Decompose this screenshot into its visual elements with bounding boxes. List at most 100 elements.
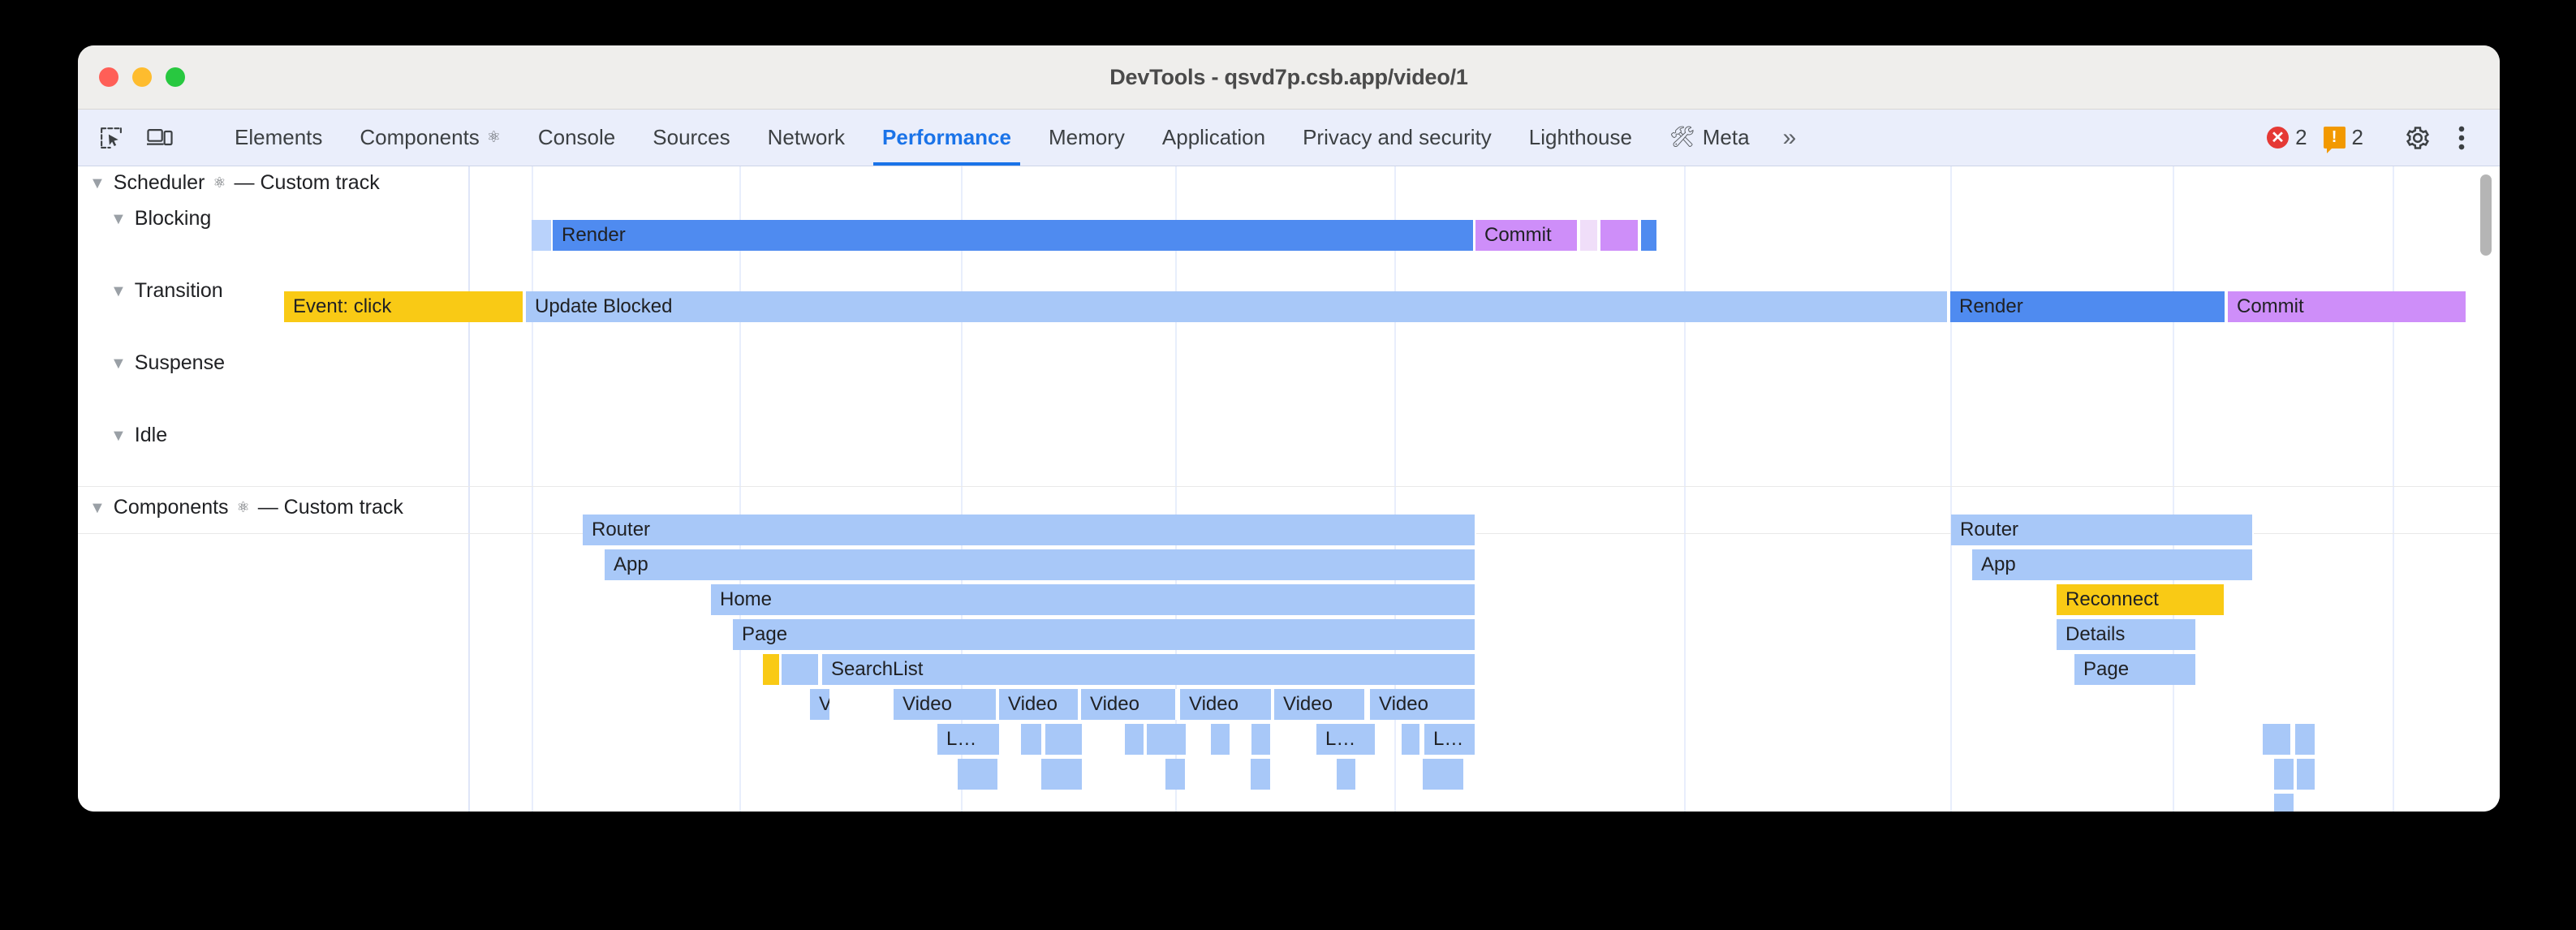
tab-memory[interactable]: Memory bbox=[1030, 110, 1144, 166]
flame-bar-searchlist[interactable]: SearchList bbox=[822, 654, 1476, 685]
chevron-down-icon: ▼ bbox=[110, 282, 127, 300]
flame-bar-commit[interactable]: Commit bbox=[2228, 291, 2467, 322]
flame-bar-update-blocked[interactable]: Update Blocked bbox=[526, 291, 1949, 322]
gear-icon[interactable] bbox=[2399, 119, 2436, 157]
flame-bar-router[interactable]: Router bbox=[1951, 515, 2254, 545]
track-header-idle[interactable]: ▼ Idle bbox=[110, 424, 167, 447]
track-name: Blocking bbox=[134, 207, 212, 230]
react-atom-icon: ⚛ bbox=[213, 174, 226, 191]
track-name: Components bbox=[113, 496, 229, 519]
tab-application[interactable]: Application bbox=[1144, 110, 1284, 166]
flame-bar[interactable] bbox=[1251, 724, 1272, 755]
flame-bar-video[interactable]: Video bbox=[1081, 689, 1177, 720]
error-badge[interactable]: ✕ 2 bbox=[2262, 125, 2311, 150]
flame-bar[interactable] bbox=[958, 759, 999, 790]
vertical-scrollbar[interactable] bbox=[2480, 174, 2492, 256]
flame-bar[interactable] bbox=[763, 654, 781, 685]
chevron-down-icon: ▼ bbox=[110, 209, 127, 228]
gridline bbox=[2173, 166, 2174, 812]
flame-bar-video[interactable]: Video bbox=[999, 689, 1079, 720]
flame-bar-video[interactable]: Video bbox=[1370, 689, 1476, 720]
warning-badge[interactable]: ! 2 bbox=[2319, 125, 2368, 153]
kebab-menu-icon[interactable] bbox=[2443, 119, 2480, 157]
track-header-transition[interactable]: ▼ Transition bbox=[110, 279, 223, 303]
flame-bar[interactable] bbox=[1041, 759, 1083, 790]
gridline bbox=[468, 166, 470, 812]
device-toolbar-icon[interactable] bbox=[141, 119, 179, 157]
flame-bar-page[interactable]: Page bbox=[2074, 654, 2197, 685]
gridline bbox=[1175, 166, 1177, 812]
window-titlebar: DevTools - qsvd7p.csb.app/video/1 bbox=[78, 45, 2500, 110]
gridline bbox=[532, 166, 533, 812]
flame-bar-l[interactable]: L… bbox=[1424, 724, 1476, 755]
flame-bar-video[interactable]: Video bbox=[1274, 689, 1366, 720]
tab-privacy-and-security[interactable]: Privacy and security bbox=[1284, 110, 1510, 166]
flame-bar-render[interactable]: Render bbox=[1950, 291, 2226, 322]
tab-label: Application bbox=[1161, 125, 1266, 149]
flame-bar[interactable] bbox=[1423, 759, 1465, 790]
tab-meta[interactable]: 🛠 Meta bbox=[1651, 110, 1768, 166]
flame-bar[interactable] bbox=[1125, 724, 1145, 755]
flame-bar[interactable] bbox=[1337, 759, 1357, 790]
chevron-down-icon: ▼ bbox=[89, 498, 106, 517]
flame-bar[interactable] bbox=[1165, 759, 1187, 790]
flame-bar-render[interactable]: Render bbox=[553, 220, 1475, 251]
flame-bar[interactable] bbox=[1211, 724, 1231, 755]
flame-bar[interactable] bbox=[782, 654, 820, 685]
flame-bar[interactable] bbox=[532, 220, 553, 251]
chevron-down-icon: ▼ bbox=[89, 174, 106, 192]
flame-bar[interactable] bbox=[1021, 724, 1043, 755]
flame-bar-video[interactable]: Video bbox=[894, 689, 997, 720]
maximize-button[interactable] bbox=[166, 67, 185, 87]
tab-lighthouse[interactable]: Lighthouse bbox=[1510, 110, 1651, 166]
flame-bar-app[interactable]: App bbox=[1972, 549, 2254, 580]
flame-bar[interactable] bbox=[1641, 220, 1658, 251]
tab-elements[interactable]: Elements bbox=[216, 110, 341, 166]
tab-label: Sources bbox=[653, 125, 730, 149]
flame-bar[interactable] bbox=[1251, 759, 1272, 790]
flame-bar[interactable] bbox=[2297, 759, 2316, 790]
flame-bar-commit[interactable]: Commit bbox=[1475, 220, 1579, 251]
flame-bar[interactable] bbox=[2295, 724, 2316, 755]
chevron-down-icon: ▼ bbox=[110, 426, 127, 445]
tab-components[interactable]: Components ⚛ bbox=[341, 110, 519, 166]
flame-bar-details[interactable]: Details bbox=[2057, 619, 2197, 650]
flame-bar-router[interactable]: Router bbox=[583, 515, 1476, 545]
flame-bar-app[interactable]: App bbox=[605, 549, 1476, 580]
flame-bar-video[interactable]: Video bbox=[810, 689, 831, 720]
tab-performance[interactable]: Performance bbox=[864, 110, 1030, 166]
close-button[interactable] bbox=[99, 67, 118, 87]
inspect-element-icon[interactable] bbox=[93, 119, 130, 157]
more-tabs-chevron-icon[interactable]: » bbox=[1782, 123, 1797, 151]
tab-network[interactable]: Network bbox=[749, 110, 864, 166]
flame-bar[interactable] bbox=[1147, 724, 1187, 755]
track-divider bbox=[78, 486, 2500, 487]
flame-bar[interactable] bbox=[1580, 220, 1599, 251]
gridline bbox=[739, 166, 741, 812]
flame-bar[interactable] bbox=[1045, 724, 1083, 755]
flame-bar-home[interactable]: Home bbox=[711, 584, 1476, 615]
tab-console[interactable]: Console bbox=[519, 110, 634, 166]
flame-bar-l[interactable]: L… bbox=[1316, 724, 1376, 755]
flame-bar[interactable] bbox=[2263, 724, 2292, 755]
flame-bar-event-click[interactable]: Event: click bbox=[284, 291, 524, 322]
flame-bar[interactable] bbox=[1600, 220, 1639, 251]
track-header-scheduler[interactable]: ▼ Scheduler ⚛ — Custom track bbox=[89, 171, 380, 195]
flame-bar-reconnect[interactable]: Reconnect bbox=[2057, 584, 2225, 615]
flame-bar-page[interactable]: Page bbox=[733, 619, 1476, 650]
hammer-wrench-icon: 🛠 bbox=[1669, 126, 1695, 149]
chevron-down-icon: ▼ bbox=[110, 354, 127, 372]
tab-sources[interactable]: Sources bbox=[634, 110, 748, 166]
tab-label: Performance bbox=[882, 125, 1011, 149]
flame-bar[interactable] bbox=[1402, 724, 1421, 755]
track-header-blocking[interactable]: ▼ Blocking bbox=[110, 207, 211, 230]
flame-bar-video[interactable]: Video bbox=[1180, 689, 1273, 720]
flamechart-canvas[interactable]: ▼ Scheduler ⚛ — Custom track ▼ Blocking … bbox=[78, 166, 2500, 812]
track-header-components[interactable]: ▼ Components ⚛ — Custom track bbox=[89, 496, 403, 519]
flame-bar[interactable] bbox=[2274, 759, 2295, 790]
minimize-button[interactable] bbox=[132, 67, 152, 87]
track-header-suspense[interactable]: ▼ Suspense bbox=[110, 351, 225, 375]
flame-bar[interactable] bbox=[2274, 794, 2295, 812]
tab-label: Privacy and security bbox=[1303, 125, 1492, 149]
flame-bar-l[interactable]: L… bbox=[937, 724, 1001, 755]
